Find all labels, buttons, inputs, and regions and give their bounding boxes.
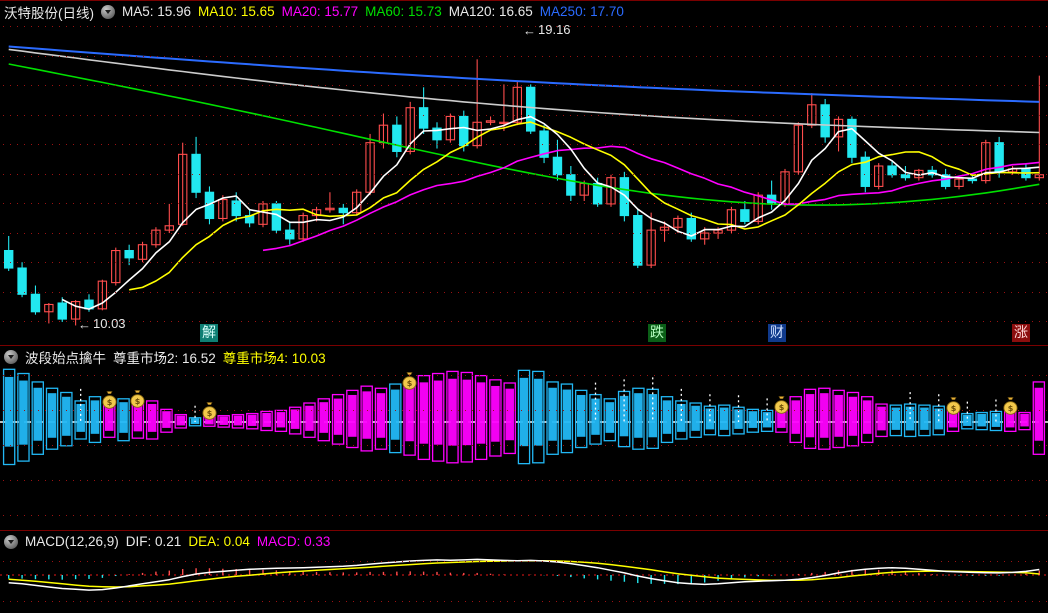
ma10-legend: MA10: 15.65 (198, 4, 275, 19)
signal-zhang[interactable]: 涨 (1012, 324, 1030, 342)
macd-canvas (0, 558, 1048, 591)
low-price-callout: ← 10.03 (78, 316, 126, 332)
chevron-down-circle-icon[interactable] (101, 4, 115, 19)
svg-text:$: $ (407, 379, 413, 388)
wave-field-1: 尊重市场2: 16.52 (113, 350, 216, 366)
svg-text:$: $ (135, 397, 141, 406)
main-chart-header: 沃特股份(日线) MA5: 15.96 MA10: 15.65 MA20: 15… (0, 0, 1048, 22)
wave-indicator-panel[interactable]: $ $ $ $ $ $ $ (0, 367, 1048, 530)
chevron-down-circle-icon[interactable] (4, 349, 18, 364)
signal-cai[interactable]: 财 (768, 324, 786, 342)
ma5-legend: MA5: 15.96 (122, 4, 192, 19)
wave-field-2: 尊重市场4: 10.03 (222, 350, 326, 366)
money-bag-icon: $ (401, 371, 418, 390)
money-bag-icon: $ (129, 389, 146, 408)
svg-text:$: $ (950, 404, 956, 413)
price-chart-panel[interactable] (0, 22, 1048, 345)
chevron-down-circle-icon[interactable] (4, 534, 18, 549)
wave-bars-canvas (0, 368, 1048, 466)
macd-value: MACD: 0.33 (256, 534, 331, 549)
money-bag-icon: $ (201, 401, 218, 421)
macd-panel[interactable] (0, 553, 1048, 613)
ma120-legend: MA120: 16.65 (448, 4, 533, 19)
svg-text:$: $ (1007, 404, 1013, 413)
money-bag-icon: $ (101, 390, 118, 409)
candlestick-canvas (3, 45, 1045, 326)
wave-indicator-header: 波段始点擒牛 尊重市场2: 16.52 尊重市场4: 10.03 (0, 345, 1048, 367)
signal-die[interactable]: 跌 (648, 324, 666, 342)
wave-indicator-name: 波段始点擒牛 (25, 350, 106, 366)
high-price-callout: ← 19.16 (523, 22, 571, 38)
macd-dea: DEA: 0.04 (188, 534, 250, 549)
ma250-legend: MA250: 17.70 (539, 4, 624, 19)
signal-jie[interactable]: 解 (200, 324, 218, 342)
money-bag-icon: $ (1002, 396, 1019, 415)
ma60-legend: MA60: 15.73 (365, 4, 442, 19)
money-bag-icon: $ (945, 396, 962, 415)
symbol-title: 沃特股份(日线) (4, 5, 94, 21)
svg-text:$: $ (779, 403, 785, 412)
macd-dif: DIF: 0.21 (125, 534, 182, 549)
ma20-legend: MA20: 15.77 (281, 4, 359, 19)
macd-header: MACD(12,26,9) DIF: 0.21 DEA: 0.04 MACD: … (0, 530, 1048, 552)
money-bag-icon: $ (773, 395, 790, 414)
macd-indicator-name: MACD(12,26,9) (25, 534, 119, 549)
svg-text:$: $ (106, 398, 112, 407)
svg-text:$: $ (207, 410, 213, 419)
